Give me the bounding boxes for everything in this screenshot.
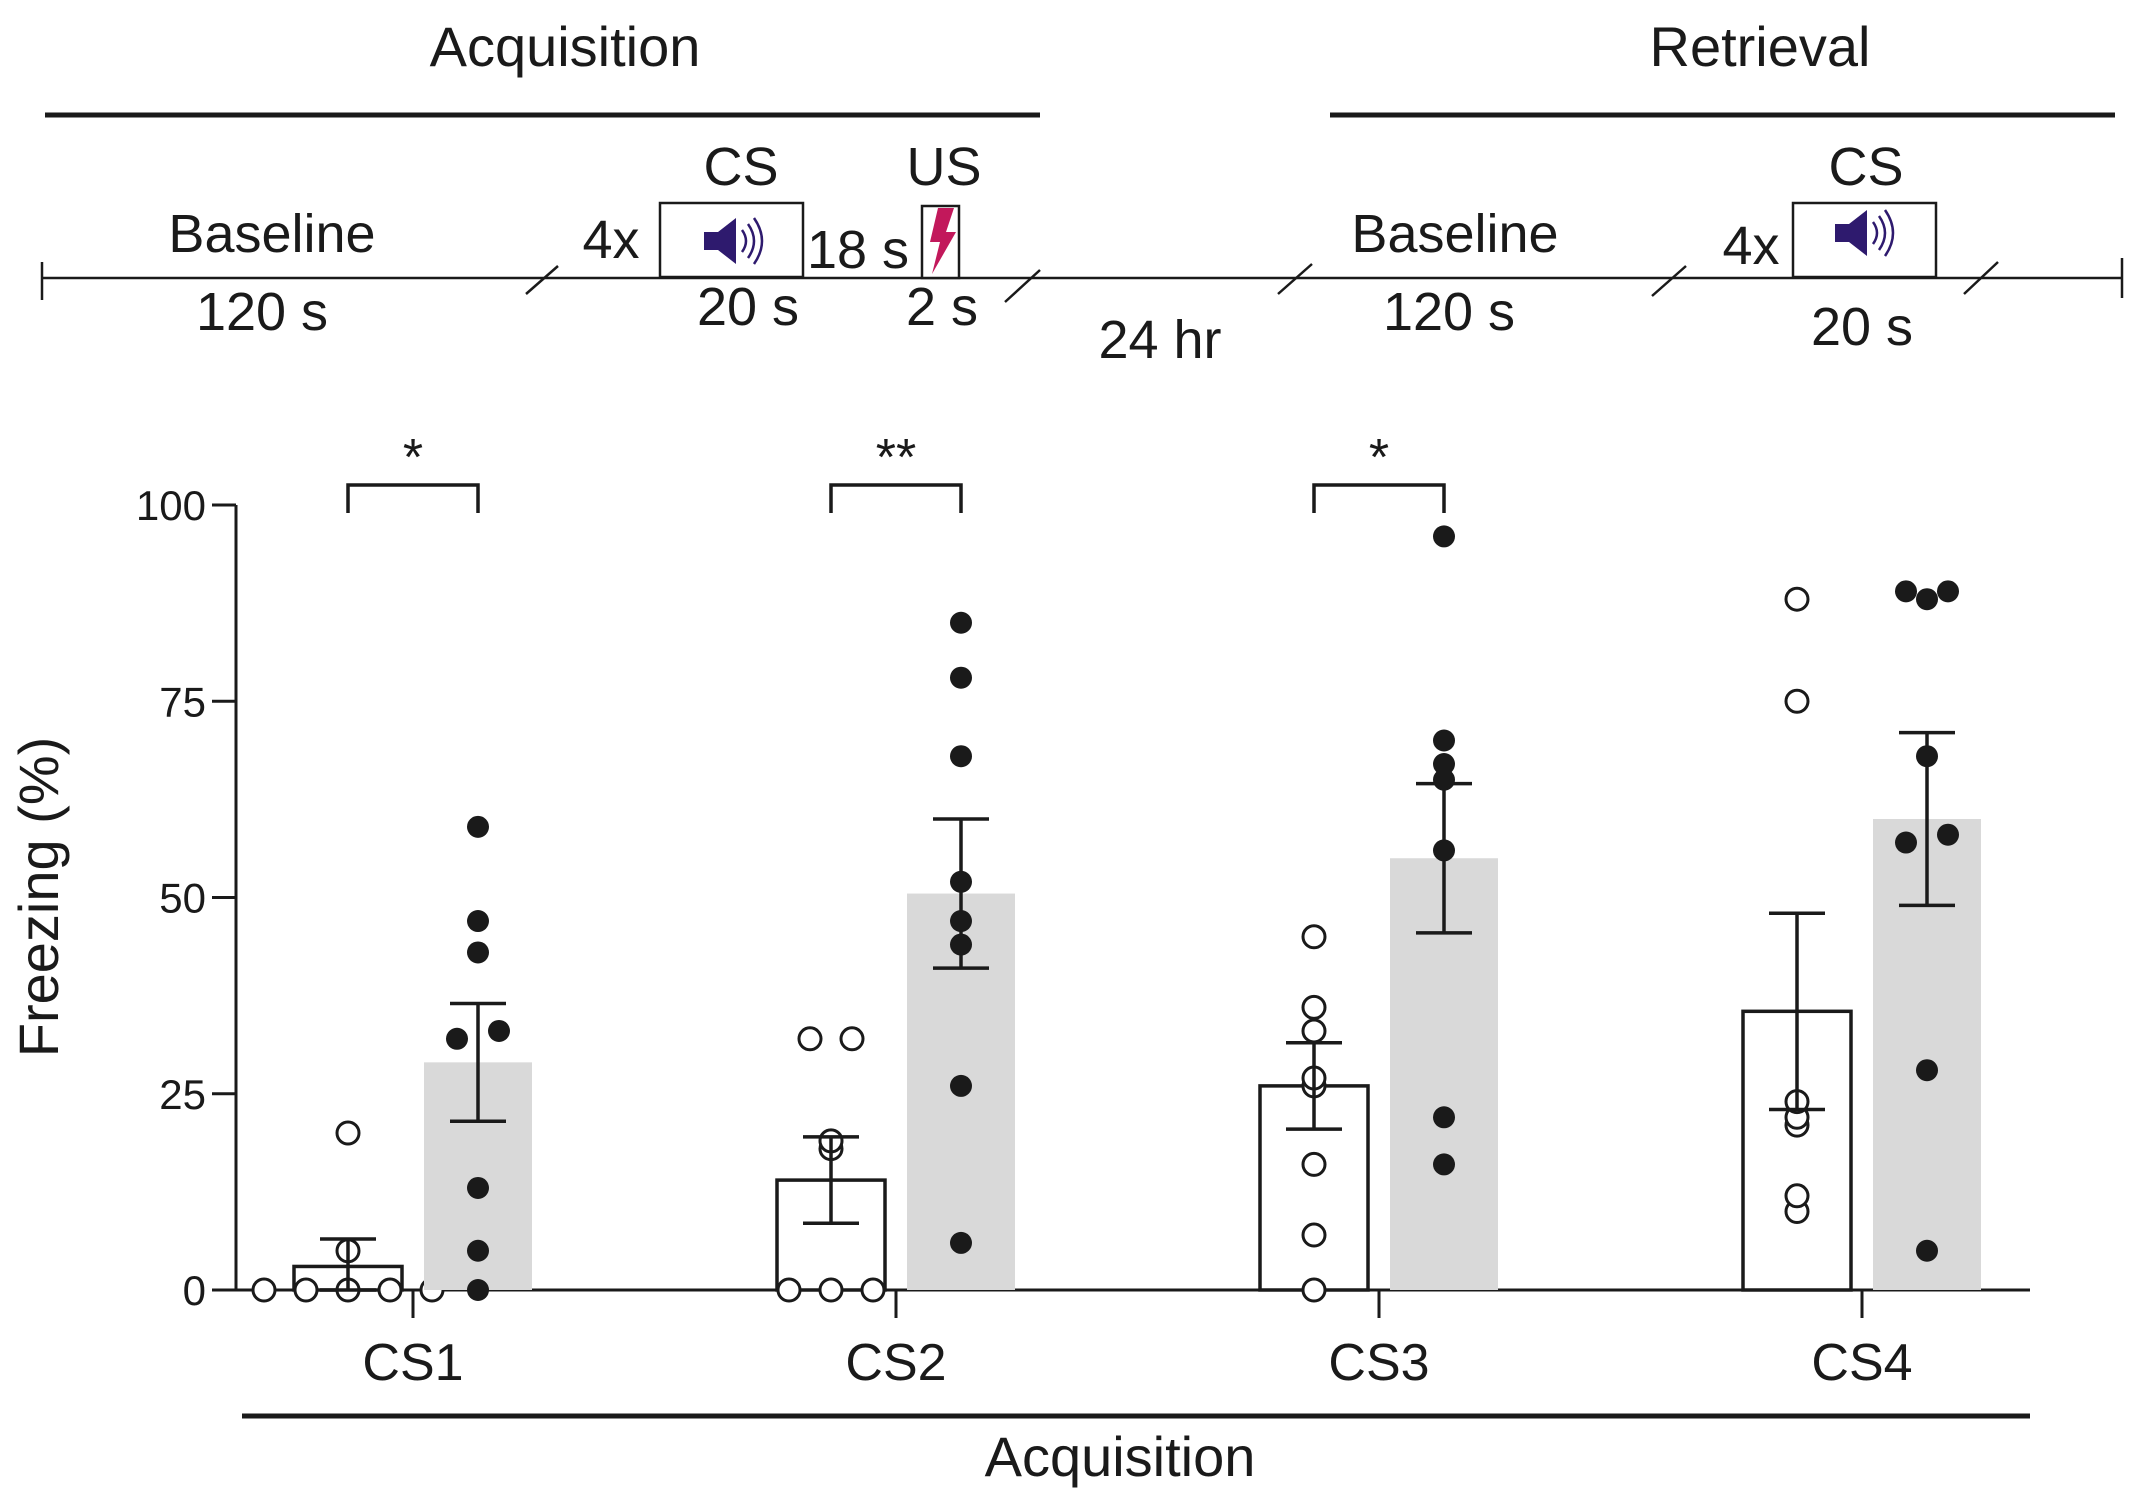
data-point-open (860, 1277, 886, 1303)
data-point-open (1301, 1222, 1327, 1248)
interval-label: 24 hr (1098, 310, 1221, 370)
data-point-open (1301, 1151, 1327, 1177)
ret-cs-label: CS (1828, 137, 1903, 197)
y-tick-label: 25 (159, 1071, 206, 1118)
data-point-filled (950, 611, 972, 634)
data-point-filled (467, 1176, 489, 1199)
data-point-filled (1937, 580, 1959, 603)
data-point-filled (950, 745, 972, 768)
x-tick-label: CS3 (1328, 1334, 1429, 1392)
ret-baseline-duration: 120 s (1383, 282, 1515, 342)
speaker-icon (704, 217, 764, 265)
x-tick-label: CS2 (845, 1334, 946, 1392)
data-point-filled (1937, 823, 1959, 846)
y-axis-label: Freezing (%) (7, 737, 70, 1058)
speaker-icon (1835, 209, 1895, 257)
data-point-open (818, 1277, 844, 1303)
y-tick-label: 75 (159, 678, 206, 725)
data-point-filled (1433, 1106, 1455, 1129)
data-point-filled (950, 666, 972, 689)
data-point-filled (467, 1239, 489, 1262)
plot-frame: Freezing (%) Acquisition (7, 737, 2030, 1488)
acq-cs-duration: 20 s (697, 277, 799, 337)
acquisition-header: Acquisition (430, 15, 701, 78)
acq-cs-label: CS (703, 137, 778, 197)
protocol-timeline: Acquisition Retrieval Baseline 120 s 4x … (40, 15, 2124, 370)
data-point-filled (1433, 753, 1455, 776)
ret-baseline-label: Baseline (1351, 204, 1558, 264)
acq-repeat-label: 4x (582, 210, 639, 270)
data-point-filled (950, 1231, 972, 1254)
data-point-open (377, 1277, 403, 1303)
data-point-open (1301, 994, 1327, 1020)
data-point-open (1301, 1277, 1327, 1303)
data-point-filled (1916, 1059, 1938, 1082)
acq-us-duration: 2 s (906, 277, 978, 337)
y-tick-label: 100 (136, 482, 206, 529)
data-point-open (1784, 688, 1810, 714)
plot-layer: 0 25 50 75 100 CS1 * CS2 ** CS3 * CS4 (136, 429, 2030, 1392)
x-tick-label: CS4 (1811, 1334, 1912, 1392)
y-tick-label: 50 (159, 875, 206, 922)
ret-repeat-label: 4x (1722, 216, 1779, 276)
data-point-open (335, 1120, 361, 1146)
data-point-filled (1895, 831, 1917, 854)
lightning-bolt-icon (930, 208, 956, 274)
data-point-filled (1433, 1153, 1455, 1176)
significance-label: * (1369, 429, 1389, 487)
data-point-open (1784, 1183, 1810, 1209)
data-point-filled (488, 1019, 510, 1042)
data-point-open (251, 1277, 277, 1303)
acq-baseline-duration: 120 s (196, 282, 328, 342)
data-point-filled (467, 941, 489, 964)
data-point-filled (1916, 588, 1938, 611)
significance-bracket (829, 483, 963, 513)
data-point-open (1784, 586, 1810, 612)
timeline-breaks (525, 261, 1999, 303)
data-point-open (776, 1277, 802, 1303)
y-tick-label: 0 (183, 1267, 206, 1314)
data-point-filled (467, 910, 489, 933)
data-point-filled (1895, 580, 1917, 603)
significance-bracket (346, 483, 480, 513)
acq-baseline-label: Baseline (168, 204, 375, 264)
acq-gap-label: 18 s (807, 220, 909, 280)
data-point-open (839, 1026, 865, 1052)
ret-cs-duration: 20 s (1811, 297, 1913, 357)
x-axis-label: Acquisition (985, 1425, 1256, 1488)
data-point-filled (467, 815, 489, 838)
data-point-open (1301, 1018, 1327, 1044)
data-point-open (797, 1026, 823, 1052)
significance-label: * (403, 429, 423, 487)
data-point-filled (950, 1074, 972, 1097)
data-point-open (1301, 924, 1327, 950)
data-point-filled (1433, 525, 1455, 548)
x-tick-label: CS1 (362, 1334, 463, 1392)
retrieval-header: Retrieval (1650, 15, 1871, 78)
significance-bracket (1312, 483, 1446, 513)
data-point-open (293, 1277, 319, 1303)
data-point-filled (1433, 729, 1455, 752)
data-point-filled (467, 1279, 489, 1301)
significance-label: ** (876, 429, 916, 487)
acq-us-label: US (906, 137, 981, 197)
data-point-filled (1916, 1239, 1938, 1262)
data-point-filled (446, 1027, 468, 1050)
